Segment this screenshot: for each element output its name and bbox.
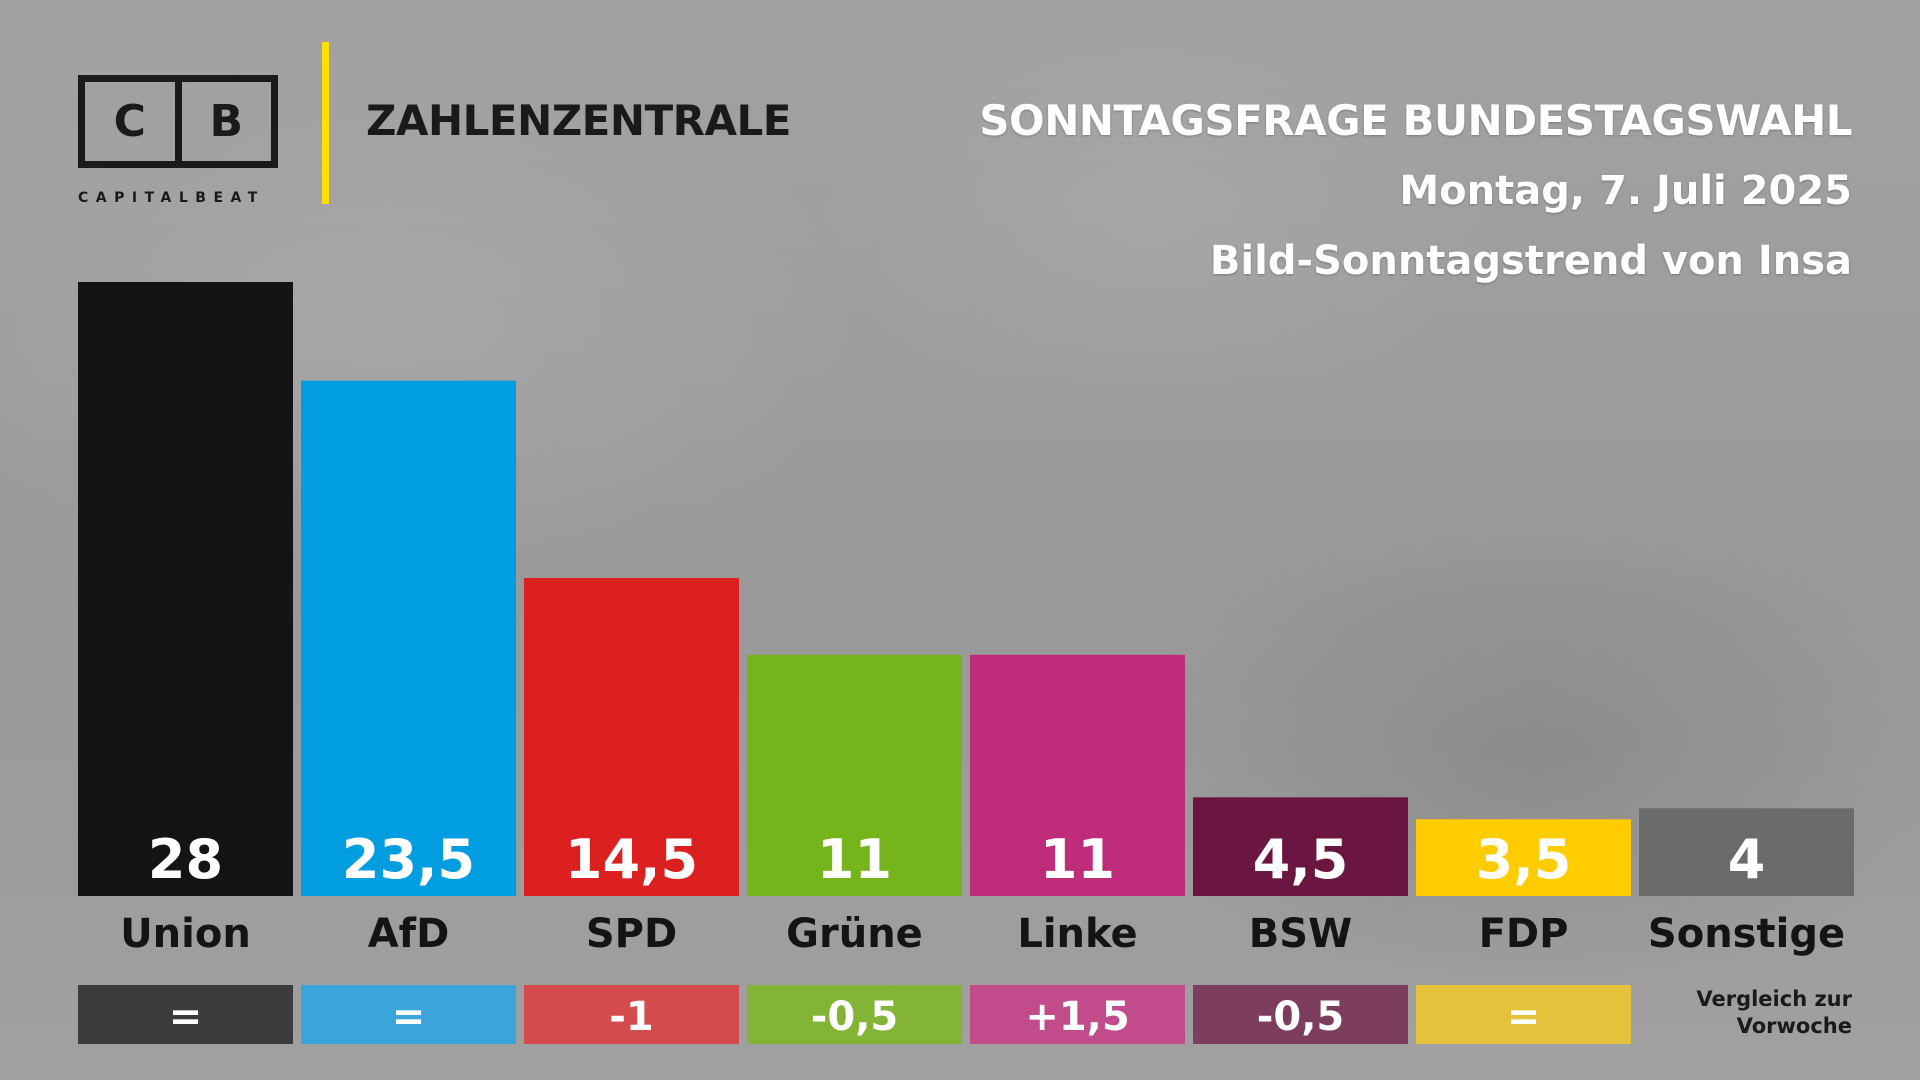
- category-label-1: AfD: [368, 911, 450, 957]
- change-label-5: -0,5: [1257, 994, 1344, 1040]
- chart-date: Montag, 7. Juli 2025: [1399, 168, 1852, 214]
- change-box-1: [301, 985, 516, 1044]
- chart-title: SONNTAGSFRAGE BUNDESTAGSWAHL: [979, 96, 1852, 145]
- value-label-5: 4,5: [1253, 828, 1349, 891]
- yellow-divider: [322, 42, 329, 204]
- comparison-note: Vergleich zur Vorwoche: [1632, 986, 1852, 1040]
- change-label-4: +1,5: [1025, 994, 1129, 1040]
- value-label-4: 11: [1040, 828, 1115, 891]
- bar-7: [1639, 808, 1854, 896]
- value-label-3: 11: [817, 828, 892, 891]
- value-label-7: 4: [1728, 828, 1766, 891]
- category-label-7: Sonstige: [1648, 911, 1845, 957]
- chart-source: Bild-Sonntagstrend von Insa: [1209, 238, 1852, 284]
- bar-1: [301, 380, 516, 896]
- capitalbeat-logo: C B: [78, 75, 278, 168]
- change-box-4: [970, 985, 1185, 1044]
- change-label-3: -0,5: [811, 994, 898, 1040]
- change-box-2: [524, 985, 739, 1044]
- logo-letter-c: C: [85, 82, 182, 161]
- change-label-2: -1: [609, 994, 653, 1040]
- change-label-0: =: [169, 994, 203, 1040]
- change-box-3: [747, 985, 962, 1044]
- bar-0: [78, 282, 293, 896]
- brand-name: ZAHLENZENTRALE: [366, 96, 791, 145]
- comparison-note-line-2: Vorwoche: [1736, 1014, 1852, 1038]
- bar-6: [1416, 819, 1631, 896]
- category-label-5: BSW: [1249, 911, 1352, 957]
- category-label-4: Linke: [1017, 911, 1137, 957]
- change-label-1: =: [392, 994, 426, 1040]
- bar-3: [747, 654, 962, 896]
- category-label-0: Union: [120, 911, 251, 957]
- bar-5: [1193, 797, 1408, 896]
- bar-2: [524, 578, 739, 896]
- bar-4: [970, 654, 1185, 896]
- change-box-5: [1193, 985, 1408, 1044]
- logo-wordmark: CAPITALBEAT: [78, 190, 265, 206]
- logo-letter-b: B: [209, 96, 244, 147]
- change-label-6: =: [1507, 994, 1541, 1040]
- value-label-2: 14,5: [565, 828, 698, 891]
- category-label-2: SPD: [586, 911, 677, 957]
- value-label-6: 3,5: [1476, 828, 1572, 891]
- value-label-0: 28: [148, 828, 223, 891]
- change-box-6: [1416, 985, 1631, 1044]
- value-label-1: 23,5: [342, 828, 475, 891]
- category-label-3: Grüne: [786, 911, 923, 957]
- comparison-note-line-1: Vergleich zur: [1696, 987, 1852, 1011]
- category-label-6: FDP: [1479, 911, 1569, 957]
- change-box-0: [78, 985, 293, 1044]
